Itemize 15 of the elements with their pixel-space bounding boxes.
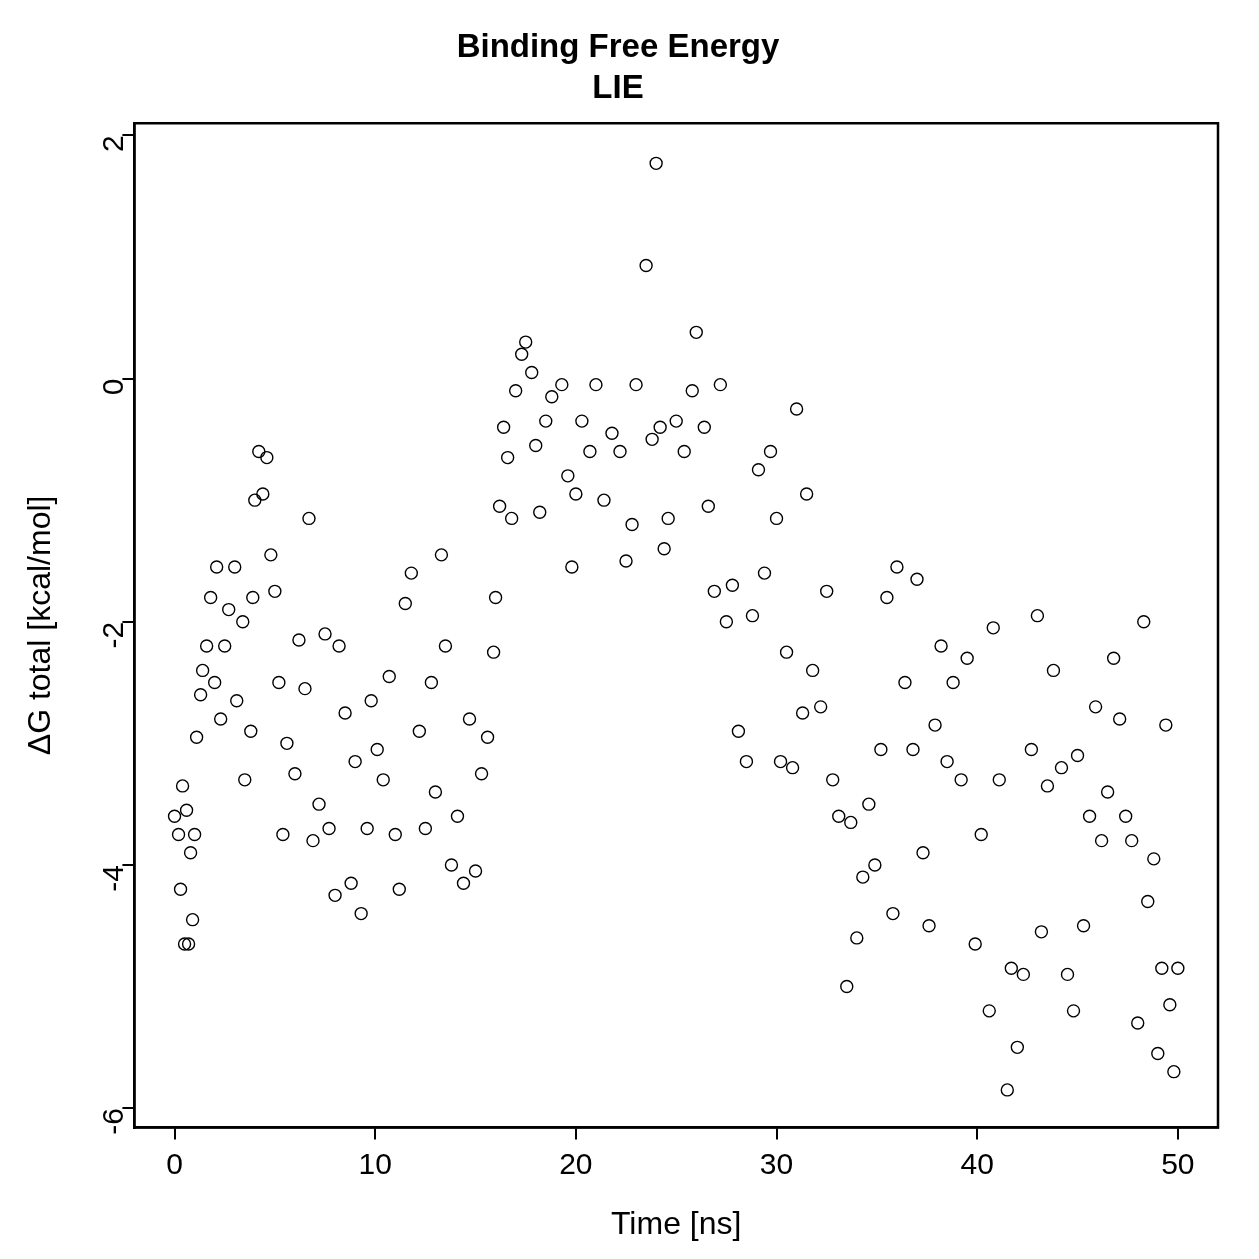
y-tick-label: 0	[95, 378, 129, 396]
x-tick-label: 30	[759, 1146, 794, 1180]
x-axis-title: Time [ns]	[611, 1204, 742, 1241]
chart-title: Binding Free Energy	[456, 26, 780, 64]
y-axis-title: ΔG total [kcal/mol]	[21, 495, 58, 756]
chart-subtitle: LIE	[592, 68, 644, 106]
y-tick-label: 2	[95, 135, 129, 153]
x-tick-label: 20	[559, 1146, 593, 1180]
x-tick-label: 40	[960, 1146, 994, 1180]
x-tick-label: 50	[1161, 1146, 1195, 1180]
y-tick-label: -2	[95, 621, 129, 649]
y-tick-label: -6	[95, 1108, 129, 1135]
x-tick-label: 10	[358, 1146, 392, 1180]
y-tick-label: -4	[95, 864, 129, 892]
x-tick-label: 0	[166, 1146, 183, 1180]
